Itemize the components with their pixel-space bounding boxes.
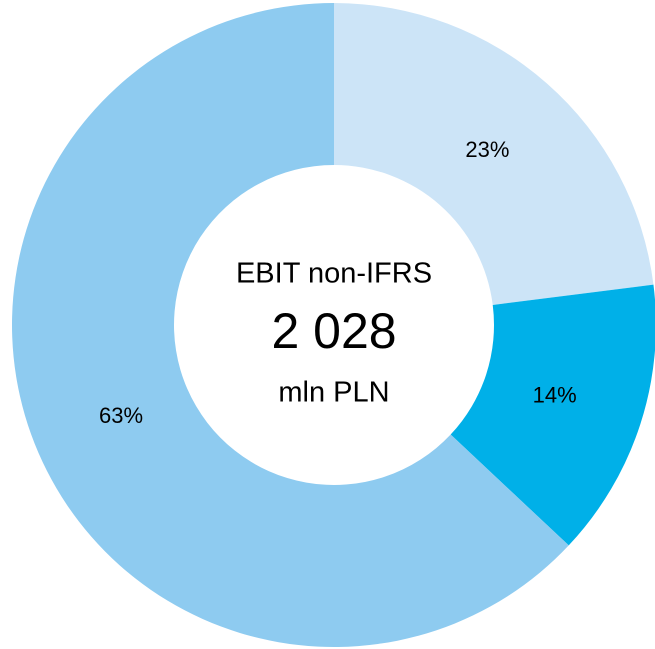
center-title: EBIT non-IFRS bbox=[236, 258, 432, 290]
center-value: 2 028 bbox=[271, 303, 396, 359]
slice-label: 23% bbox=[465, 137, 509, 162]
center-unit: mln PLN bbox=[278, 377, 389, 409]
slice-label: 63% bbox=[99, 403, 143, 428]
slice bbox=[450, 284, 655, 546]
slice bbox=[334, 3, 654, 305]
slice-label: 14% bbox=[533, 383, 577, 408]
slice bbox=[12, 3, 569, 647]
slices bbox=[12, 3, 655, 647]
